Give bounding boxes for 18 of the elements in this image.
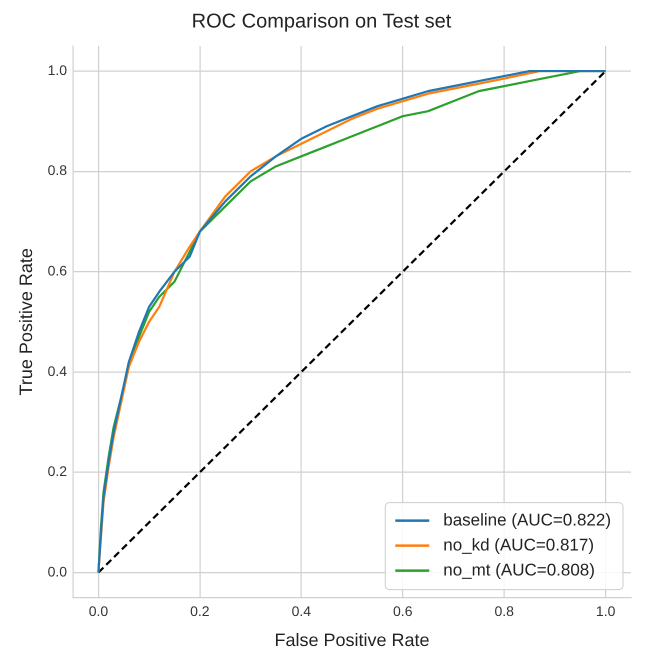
- y-tick-label: 0.2: [48, 463, 68, 480]
- x-axis-title: False Positive Rate: [274, 630, 430, 650]
- legend-label: baseline (AUC=0.822): [443, 510, 611, 530]
- x-tick-label: 0.2: [190, 602, 210, 619]
- x-tick-label: 0.4: [292, 602, 312, 619]
- x-tick-label: 0.0: [88, 602, 108, 619]
- y-tick-label: 0.4: [48, 362, 68, 379]
- y-tick-label: 1.0: [48, 62, 68, 78]
- legend-label: no_mt (AUC=0.808): [443, 560, 595, 580]
- y-tick-label: 0.6: [48, 262, 68, 279]
- y-tick-label: 0.0: [48, 563, 68, 580]
- x-tick-label: 1.0: [596, 602, 616, 619]
- x-tick-label: 0.6: [393, 602, 413, 619]
- legend-label: no_kd (AUC=0.817): [443, 535, 594, 554]
- x-tick-label: 0.8: [494, 602, 514, 619]
- y-tick-label: 0.8: [48, 162, 68, 178]
- chart-title: ROC Comparison on Test set: [192, 10, 452, 33]
- y-axis-title: True Positive Rate: [16, 248, 36, 396]
